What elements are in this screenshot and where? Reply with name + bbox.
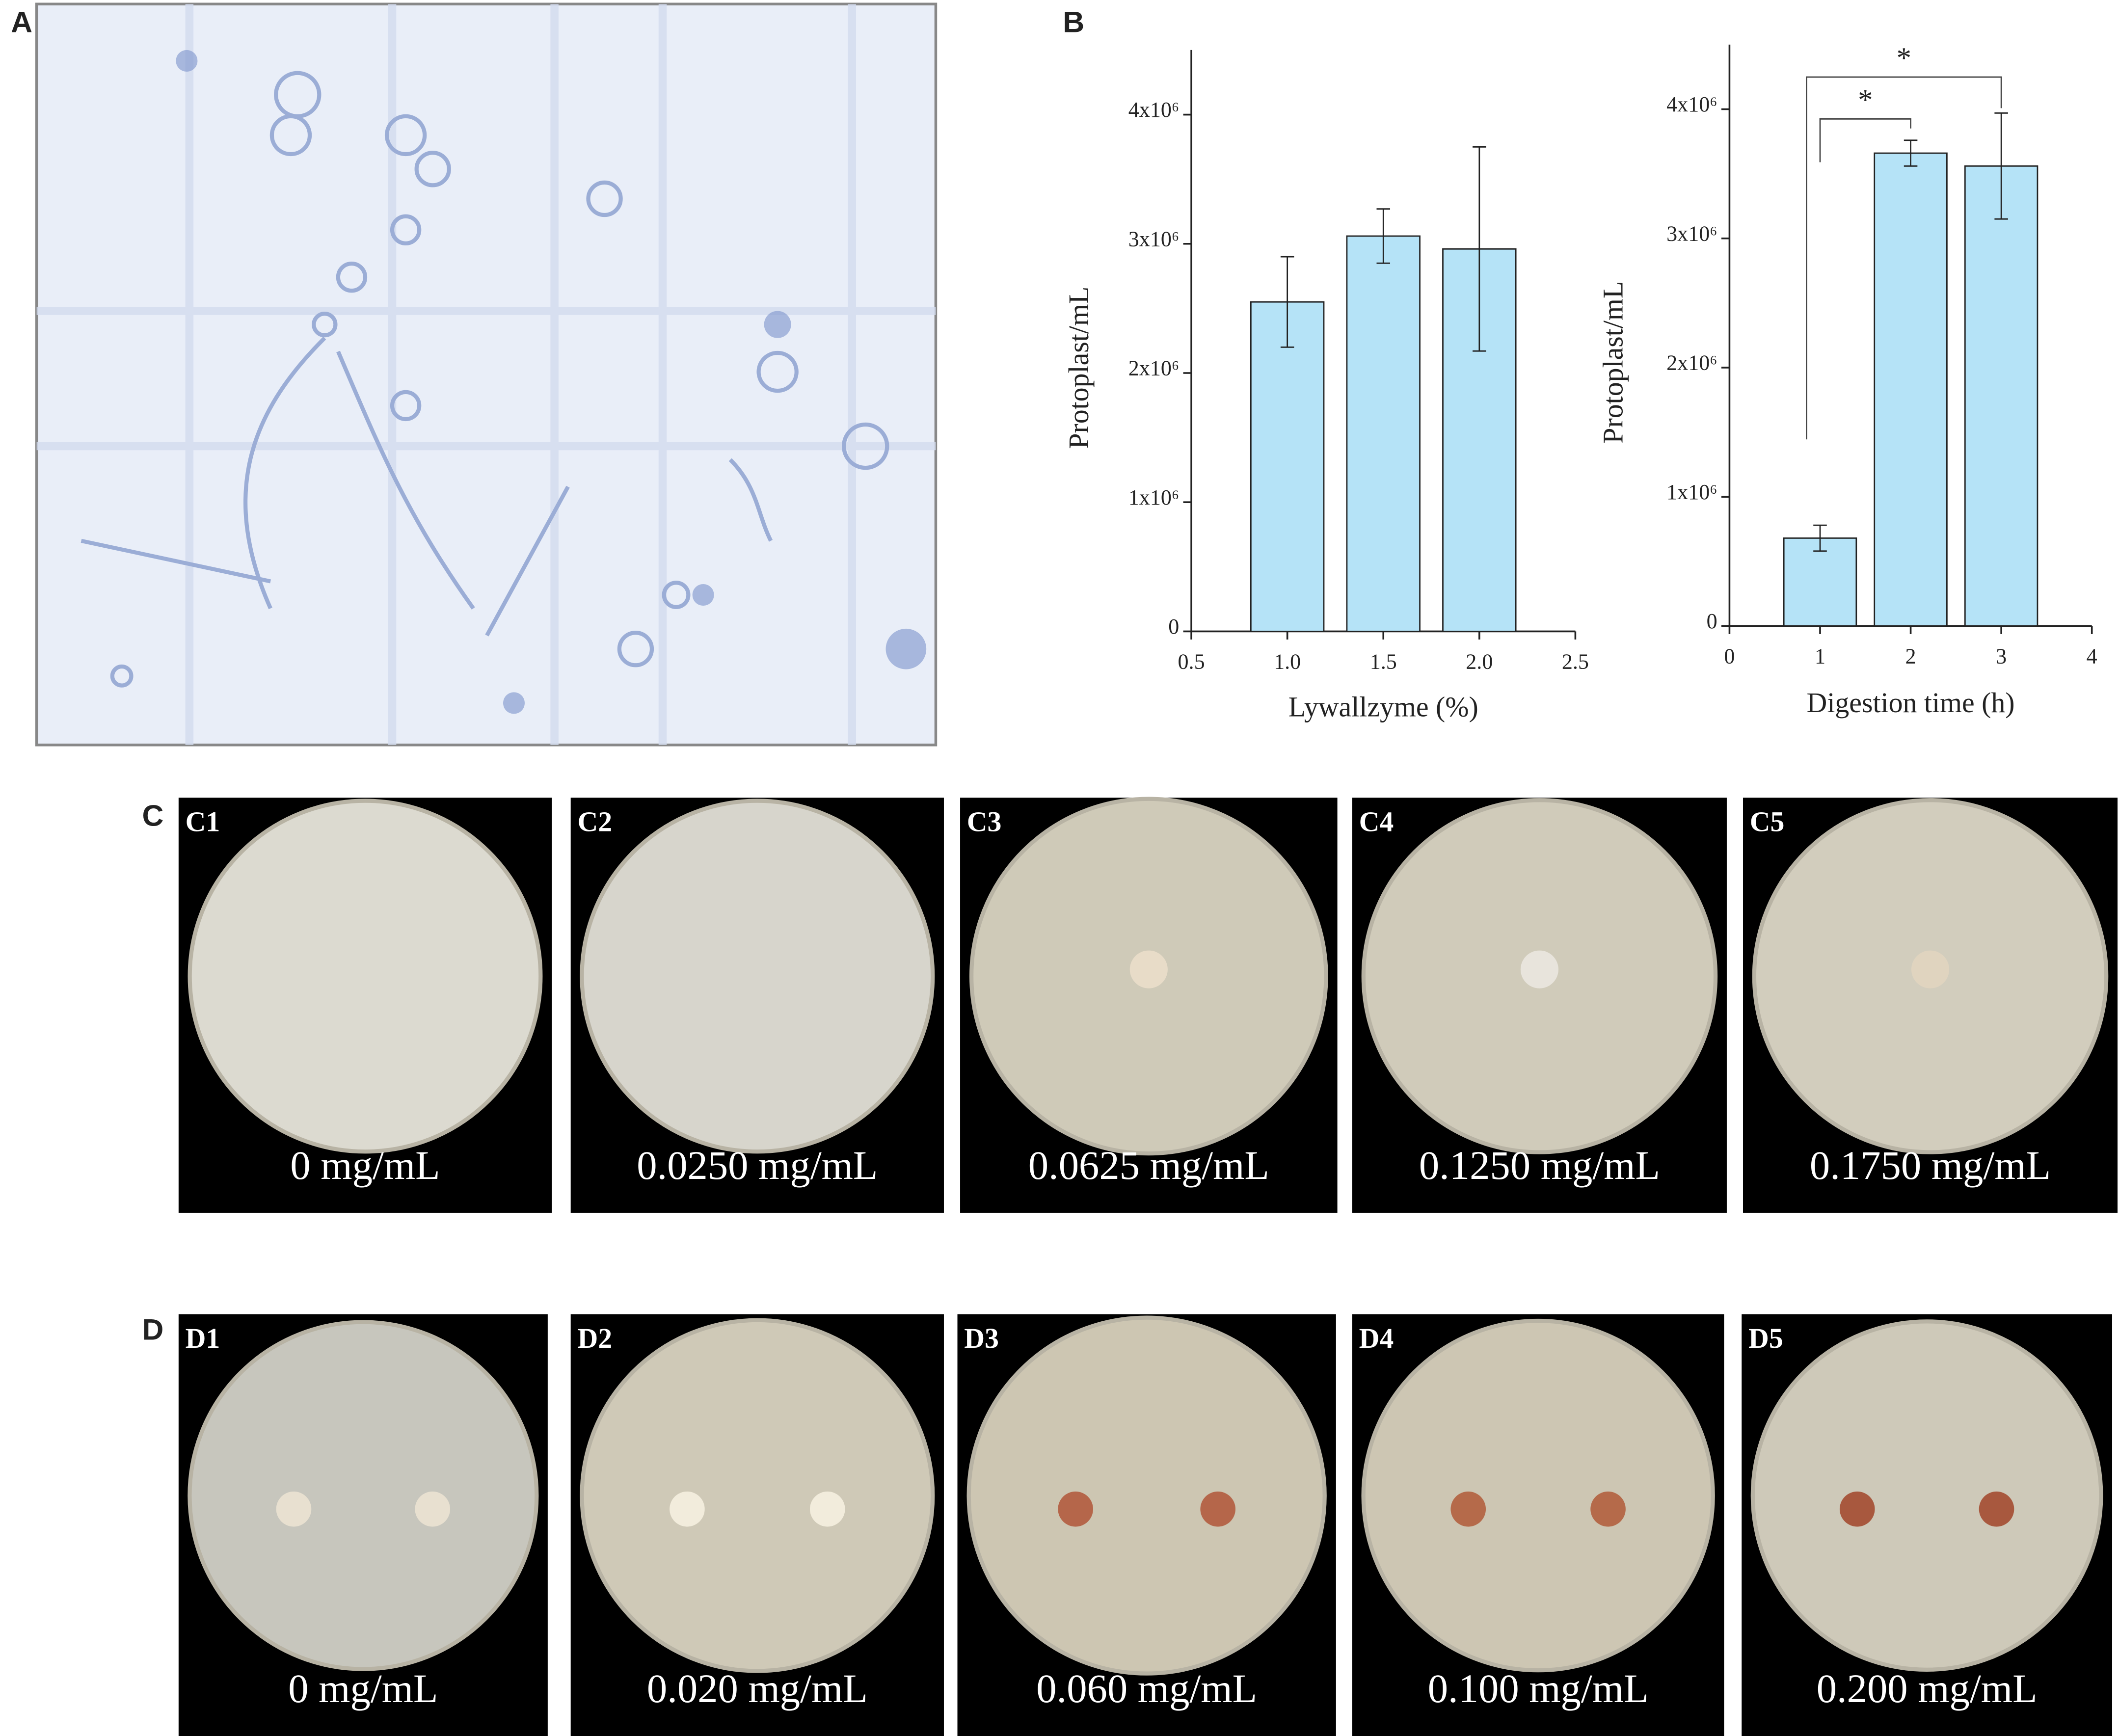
error-bar xyxy=(1280,256,1294,348)
plate-photo: C3 0.0625 mg/mL xyxy=(960,797,1338,1213)
bar xyxy=(1964,165,2039,627)
plate-label: D4 xyxy=(1359,1322,1394,1354)
error-bar xyxy=(1904,139,1918,167)
y-tick-label: 4x10⁶ xyxy=(1128,98,1180,122)
plate-label: C1 xyxy=(186,806,220,838)
colony xyxy=(670,1491,705,1527)
plate-caption: 0.100 mg/mL xyxy=(1428,1666,1649,1711)
y-tick-label: 1x10⁶ xyxy=(1128,485,1180,509)
plate-label: C2 xyxy=(577,806,612,838)
x-tick-label: 3 xyxy=(1996,644,2007,668)
y-axis-label: Protoplast/mL xyxy=(1597,281,1629,444)
colony xyxy=(1058,1491,1093,1527)
x-axis-label: Lywallzyme (%) xyxy=(1288,691,1478,722)
bar xyxy=(1874,152,1948,627)
plate-caption: 0.0625 mg/mL xyxy=(1028,1143,1269,1188)
colony xyxy=(276,1491,312,1527)
plate-photo: D2 0.020 mg/mL xyxy=(570,1314,944,1736)
y-tick-label: 4x10⁶ xyxy=(1666,92,1717,116)
plate-caption: 0 mg/mL xyxy=(290,1143,440,1188)
colony xyxy=(415,1491,451,1527)
bar xyxy=(1346,235,1421,632)
plate-caption: 0.020 mg/mL xyxy=(647,1666,868,1711)
panel-label: A xyxy=(11,5,32,39)
significance-star: * xyxy=(1858,83,1873,116)
plate-label: D5 xyxy=(1748,1322,1783,1354)
y-tick-label: 2x10⁶ xyxy=(1128,356,1180,380)
plate-photo: C1 0 mg/mL xyxy=(178,798,552,1213)
plate-label: D3 xyxy=(964,1322,999,1354)
colony xyxy=(1590,1491,1626,1527)
plate-photo: D5 0.200 mg/mL xyxy=(1742,1314,2113,1736)
y-tick-label: 3x10⁶ xyxy=(1666,221,1717,245)
y-tick-label: 1x10⁶ xyxy=(1666,480,1717,504)
x-tick-label: 1.0 xyxy=(1274,650,1301,674)
plate-photo: D3 0.060 mg/mL xyxy=(957,1314,1336,1736)
petri-dish xyxy=(580,799,935,1154)
plate-caption: 0.060 mg/mL xyxy=(1036,1666,1257,1711)
petri-dish xyxy=(580,1318,935,1673)
panel-label: B xyxy=(1063,5,1084,39)
plate-caption: 0.200 mg/mL xyxy=(1817,1666,2038,1711)
plate-caption: 0.1250 mg/mL xyxy=(1419,1143,1660,1188)
colony xyxy=(1520,950,1558,988)
plate-photo: C2 0.0250 mg/mL xyxy=(570,798,944,1213)
x-tick-label: 1 xyxy=(1815,644,1825,668)
bar xyxy=(1250,301,1325,632)
plate-label: D1 xyxy=(186,1322,220,1354)
colony xyxy=(1911,950,1950,988)
colony xyxy=(1450,1491,1486,1527)
plate-caption: 0.0250 mg/mL xyxy=(637,1143,878,1188)
petri-dish xyxy=(188,1320,539,1671)
error-bar xyxy=(1473,146,1486,352)
panel-label: D xyxy=(142,1312,163,1346)
plate-label: D2 xyxy=(577,1322,612,1354)
colony xyxy=(1839,1491,1875,1527)
plate-photo: C4 0.1250 mg/mL xyxy=(1352,798,1727,1213)
plate-label: C4 xyxy=(1359,806,1394,838)
y-axis-label: Protoplast/mL xyxy=(1063,287,1095,449)
y-tick-label: 3x10⁶ xyxy=(1128,227,1180,251)
colony xyxy=(1200,1491,1235,1527)
plate-label: C3 xyxy=(967,806,1002,838)
plate-caption: 0.1750 mg/mL xyxy=(1810,1143,2051,1188)
plate-label: C5 xyxy=(1750,806,1785,838)
petri-dish xyxy=(966,1315,1327,1676)
panel-label: C xyxy=(142,799,163,832)
plate-photo: D4 0.100 mg/mL xyxy=(1352,1314,1724,1736)
petri-dish xyxy=(1361,1318,1715,1673)
x-tick-label: 0.5 xyxy=(1178,650,1205,674)
x-tick-label: 2 xyxy=(1905,644,1916,668)
petri-dish xyxy=(188,799,543,1154)
plate-photo: C5 0.1750 mg/mL xyxy=(1743,798,2118,1213)
colony xyxy=(809,1491,845,1527)
y-tick-label: 2x10⁶ xyxy=(1666,351,1717,375)
significance-bracket xyxy=(1819,118,1911,162)
colony xyxy=(1979,1491,2014,1527)
x-tick-label: 4 xyxy=(2087,644,2097,668)
significance-star: * xyxy=(1897,42,1911,75)
error-bar xyxy=(1376,208,1391,264)
plate-photo: D1 0 mg/mL xyxy=(178,1314,548,1736)
significance-bracket xyxy=(1806,76,2002,440)
error-bar xyxy=(1813,524,1827,552)
micrograph xyxy=(35,2,938,747)
x-tick-label: 2.0 xyxy=(1466,650,1493,674)
x-tick-label: 0 xyxy=(1724,644,1735,668)
y-tick-label: 0 xyxy=(1707,609,1717,633)
error-bar xyxy=(1994,112,2008,220)
x-tick-label: 2.5 xyxy=(1562,650,1589,674)
x-axis-label: Digestion time (h) xyxy=(1807,687,2015,719)
x-tick-label: 1.5 xyxy=(1370,650,1397,674)
y-tick-label: 0 xyxy=(1168,614,1179,639)
plate-caption: 0 mg/mL xyxy=(288,1666,438,1711)
colony xyxy=(1129,950,1168,988)
petri-dish xyxy=(1750,1319,2103,1672)
